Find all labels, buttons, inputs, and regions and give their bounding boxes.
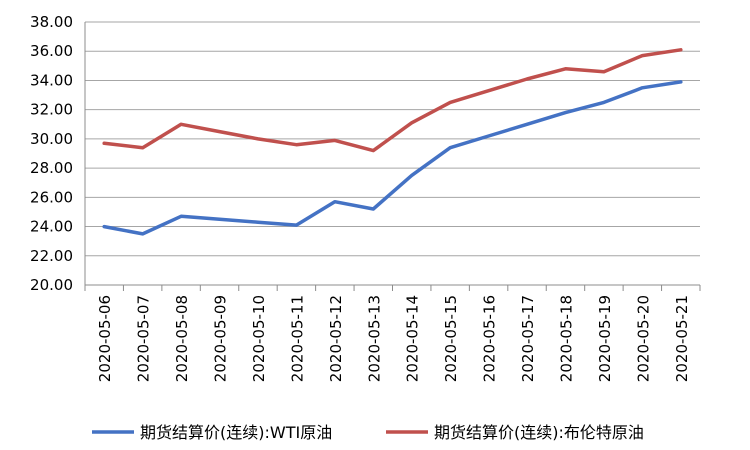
legend-label: 期货结算价(连续):WTI原油 (140, 423, 332, 442)
x-tick-label: 2020-05-18 (557, 295, 575, 382)
y-tick-label: 26.00 (30, 188, 73, 206)
y-tick-label: 22.00 (30, 247, 73, 265)
y-tick-label: 38.00 (30, 13, 73, 31)
y-tick-label: 24.00 (30, 218, 73, 236)
y-tick-label: 20.00 (30, 276, 73, 294)
x-tick-label: 2020-05-19 (596, 295, 614, 382)
y-tick-label: 28.00 (30, 159, 73, 177)
axes (84, 22, 701, 291)
x-tick-label: 2020-05-11 (288, 295, 306, 382)
x-tick-label: 2020-05-20 (634, 295, 652, 382)
series-line-brent (102, 48, 683, 153)
x-tick-label: 2020-05-06 (96, 295, 114, 382)
x-tick-label: 2020-05-10 (250, 295, 268, 382)
x-tick-label: 2020-05-14 (404, 295, 422, 382)
legend: 期货结算价(连续):WTI原油 期货结算价(连续):布伦特原油 (92, 423, 644, 442)
gridlines (85, 21, 700, 257)
x-tick-label: 2020-05-12 (327, 295, 345, 382)
legend-label: 期货结算价(连续):布伦特原油 (434, 423, 644, 442)
x-tick-label: 2020-05-08 (173, 295, 191, 382)
y-tick-label: 34.00 (30, 71, 73, 89)
x-tick-label: 2020-05-13 (365, 295, 383, 382)
series-lines (102, 48, 683, 236)
x-tick-label: 2020-05-09 (212, 295, 230, 382)
x-tick-label: 2020-05-16 (481, 295, 499, 382)
series-line-wti (102, 80, 683, 236)
y-tick-label: 36.00 (30, 42, 73, 60)
x-tick-label: 2020-05-21 (673, 295, 691, 382)
x-tick-label: 2020-05-15 (442, 295, 460, 382)
y-axis-ticks: 20.00 22.00 24.00 26.00 28.00 30.00 32.00 34.00… (30, 13, 73, 294)
y-tick-label: 30.00 (30, 130, 73, 148)
x-axis-ticks: 2020-05-06 2020-05-07 2020-05-08 2020-05-09… (96, 295, 691, 382)
y-tick-label: 32.00 (30, 101, 73, 119)
x-tick-label: 2020-05-07 (135, 295, 153, 382)
x-tick-label: 2020-05-17 (519, 295, 537, 382)
